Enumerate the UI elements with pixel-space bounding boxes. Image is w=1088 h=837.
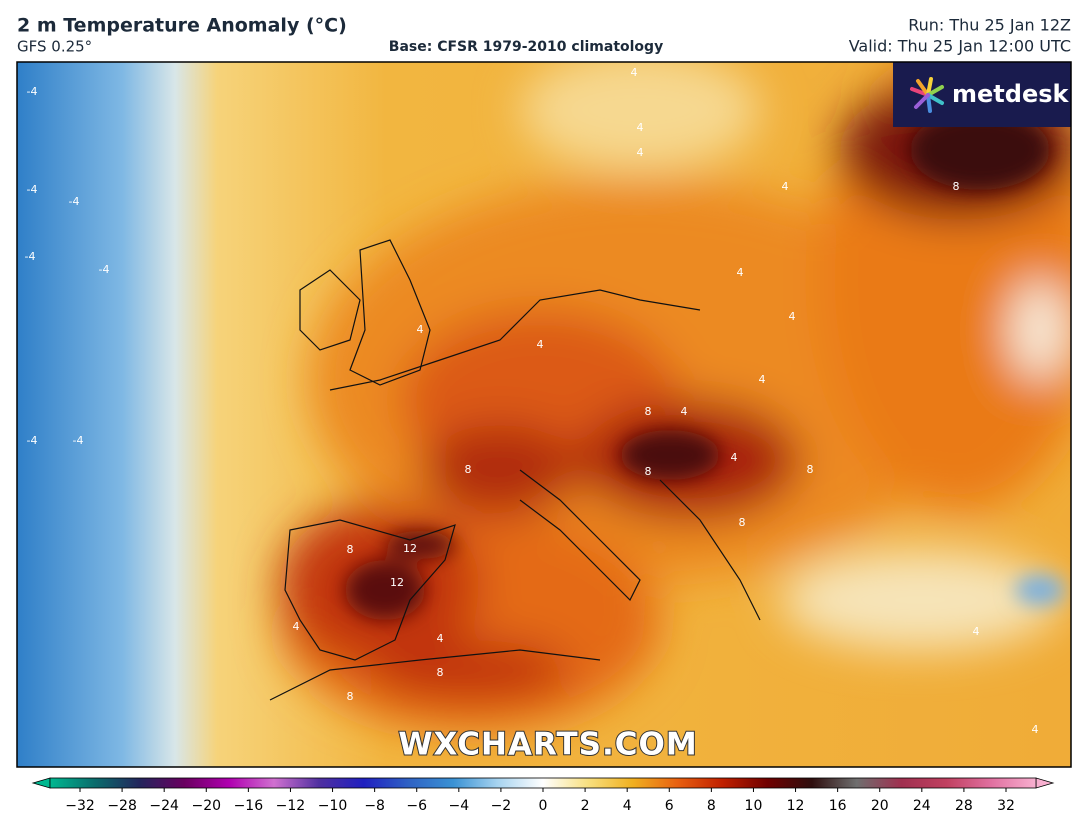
colorbar-tick-label: 8: [707, 798, 716, 814]
colorbar-tick-label: −16: [234, 798, 264, 814]
contour-label: 4: [759, 373, 766, 386]
contour-label: 4: [293, 620, 300, 633]
colorbar-tick-label: −32: [65, 798, 95, 814]
colorbar-tick-label: 2: [581, 798, 590, 814]
contour-label: 4: [782, 180, 789, 193]
colorbar: −32 −28 −24 −20 −16 −12 −10 −8 −6 −4 −2 0 2 4 6 8 10 12 16…: [31, 777, 1055, 814]
map-frame: [16, 61, 1072, 768]
contour-label: -4: [25, 250, 36, 263]
colorbar-tick-label: 6: [665, 798, 674, 814]
contour-label: -4: [27, 85, 38, 98]
base: Base: CFSR 1979-2010 climatology: [389, 39, 663, 55]
colorbar-high-arrow: [1035, 777, 1055, 789]
contour-label: 4: [417, 323, 424, 336]
watermark: WXCHARTS.COM: [398, 727, 697, 763]
coastlines: [269, 239, 761, 701]
contour-label: 4: [681, 405, 688, 418]
contour-label: 12: [403, 542, 417, 555]
contour-label: -4: [73, 434, 84, 447]
contour-label: 4: [437, 632, 444, 645]
contour-label: -4: [27, 434, 38, 447]
colorbar-tick-label: 16: [829, 798, 847, 814]
map: -4 -4 -4 -4 -4 -4 -4 4 4 4 8 4 4 4 4 4 4 8 4 8 8 4 8 8 8 12 12 8 8 4 4…: [17, 62, 1071, 767]
contour-label: 4: [637, 146, 644, 159]
contour-label: 8: [953, 180, 960, 193]
contour-label: 4: [737, 266, 744, 279]
contour-label: 4: [637, 121, 644, 134]
model: GFS 0.25°: [17, 38, 92, 56]
contour-label: 4: [1032, 723, 1039, 736]
contour-label: 8: [645, 405, 652, 418]
colorbar-tick-label: 28: [955, 798, 973, 814]
contour-label: 8: [739, 516, 746, 529]
contour-label: 4: [731, 451, 738, 464]
valid: Valid: Thu 25 Jan 12:00 UTC: [849, 37, 1071, 56]
contour-label: 4: [789, 310, 796, 323]
colorbar-tick-label: −12: [276, 798, 306, 814]
colorbar-tick-label: 20: [871, 798, 889, 814]
contour-label: 8: [465, 463, 472, 476]
contour-label: 8: [347, 690, 354, 703]
logo-icon: [910, 77, 944, 113]
contour-label: -4: [27, 183, 38, 196]
colorbar-tick-label: −10: [318, 798, 348, 814]
contour-label: -4: [69, 195, 80, 208]
colorbar-scale: [49, 777, 1037, 789]
colorbar-tick-label: −8: [364, 798, 385, 814]
colorbar-tick-label: 12: [787, 798, 805, 814]
contour-label: 8: [347, 543, 354, 556]
title: 2 m Temperature Anomaly (°C): [17, 15, 347, 37]
contour-labels: -4 -4 -4 -4 -4 -4 -4 4 4 4 8 4 4 4 4 4 4 8 4 8 8 4 8 8 8 12 12 8 8 4 4…: [25, 66, 1039, 736]
contour-label: 8: [807, 463, 814, 476]
contour-label: 4: [537, 338, 544, 351]
colorbar-tick-label: −6: [406, 798, 427, 814]
contour-label: 12: [390, 576, 404, 589]
contour-label: 8: [645, 465, 652, 478]
contour-label: 4: [631, 66, 638, 79]
colorbar-tick-label: 32: [997, 798, 1015, 814]
colorbar-tick-label: 4: [623, 798, 632, 814]
contour-label: -4: [99, 263, 110, 276]
colorbar-tick-label: −28: [107, 798, 137, 814]
colorbar-tick-label: 10: [745, 798, 763, 814]
contour-label: 4: [973, 625, 980, 638]
colorbar-tick-label: −4: [448, 798, 469, 814]
colorbar-tick-label: −24: [149, 798, 179, 814]
contour-label: 8: [437, 666, 444, 679]
colorbar-tick-label: 24: [913, 798, 931, 814]
run: Run: Thu 25 Jan 12Z: [908, 16, 1071, 35]
colorbar-low-arrow: [31, 777, 51, 789]
logo: metdesk: [952, 80, 1070, 108]
colorbar-tick-label: 0: [539, 798, 548, 814]
colorbar-tick-label: −2: [491, 798, 512, 814]
colorbar-tick-label: −20: [191, 798, 221, 814]
